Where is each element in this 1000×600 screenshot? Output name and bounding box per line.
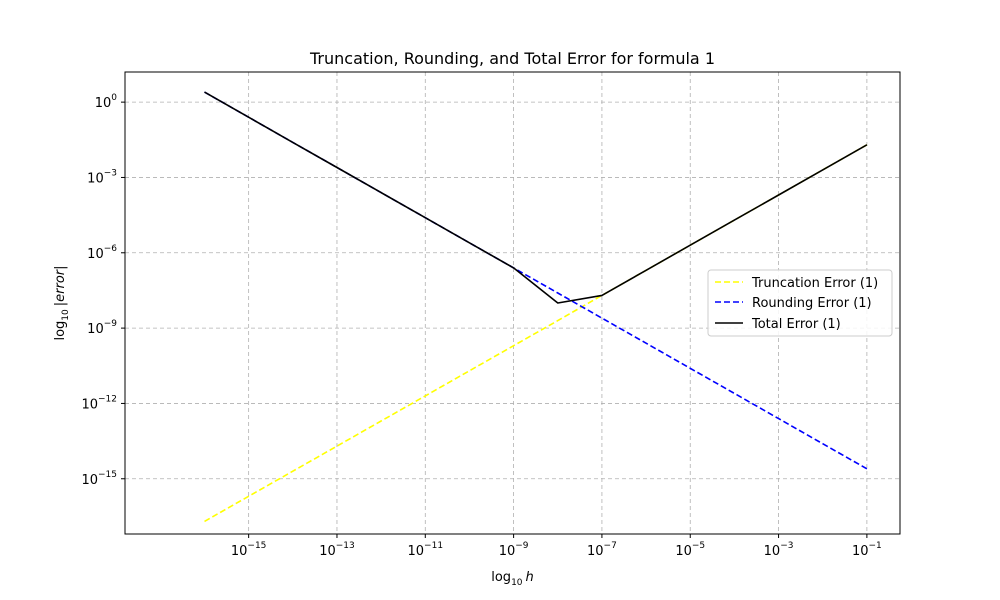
x-tick-label: 10−7 xyxy=(587,541,617,559)
plot-area-frame xyxy=(124,71,901,535)
axis-ticks: 10−15 10−13 10−11 10−9 10−7 10−5 10−3 10−1 100 10… xyxy=(81,93,881,559)
series-group xyxy=(204,91,868,523)
series-line-2 xyxy=(204,91,868,304)
x-tick-label: 10−15 xyxy=(231,541,267,559)
legend-label-rounding: Rounding Error (1) xyxy=(752,296,872,311)
y-tick-label: 100 xyxy=(95,93,118,111)
legend-box xyxy=(707,269,893,337)
x-tick-label: 10−11 xyxy=(408,541,444,559)
legend-label-truncation: Truncation Error (1) xyxy=(751,276,878,291)
y-tick-label: 10−12 xyxy=(81,394,117,412)
grid-lines xyxy=(125,72,900,534)
y-tick-label: 10−15 xyxy=(81,470,117,488)
x-tick-label: 10−13 xyxy=(319,541,355,559)
chart-title: Truncation, Rounding, and Total Error fo… xyxy=(309,49,715,68)
x-tick-label: 10−5 xyxy=(675,541,705,559)
x-tick-label: 10−1 xyxy=(852,541,882,559)
x-tick-label: 10−3 xyxy=(764,541,794,559)
y-tick-label: 10−9 xyxy=(87,319,117,337)
x-tick-label: 10−9 xyxy=(499,541,529,559)
legend: Truncation Error (1) Rounding Error (1) … xyxy=(707,269,893,337)
x-axis-label: log10 h xyxy=(491,570,534,588)
y-axis-label: log10|error| xyxy=(53,265,71,340)
y-tick-label: 10−6 xyxy=(87,244,117,262)
y-tick-label: 10−3 xyxy=(87,168,117,186)
legend-label-total: Total Error (1) xyxy=(751,317,841,332)
